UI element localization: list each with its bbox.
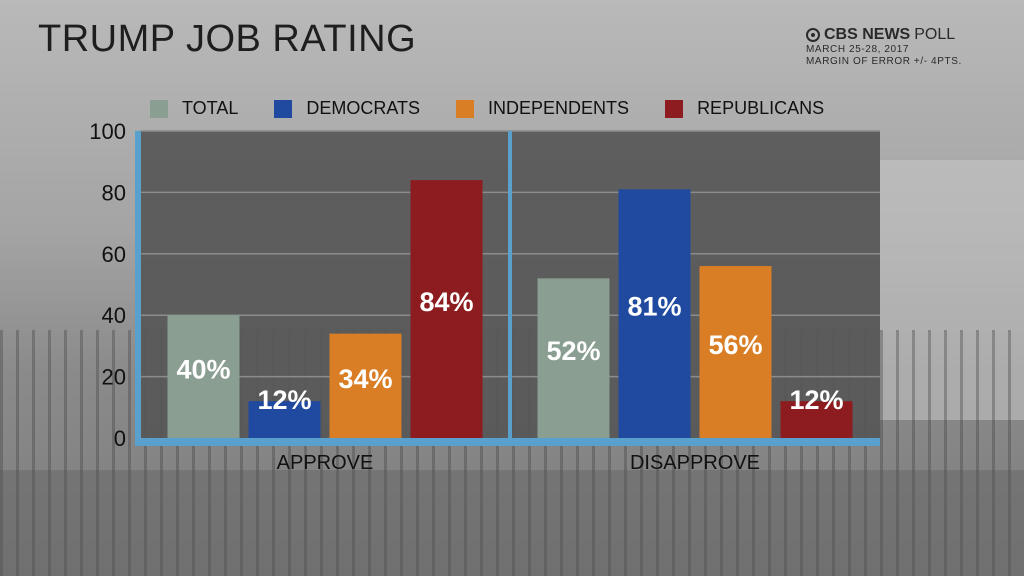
legend-item-democrats: DEMOCRATS xyxy=(274,98,420,119)
bar-total-approve xyxy=(167,315,240,438)
legend-item-independents: INDEPENDENTS xyxy=(456,98,629,119)
background-ground xyxy=(0,470,1024,576)
bar-democrats-approve xyxy=(248,401,321,438)
brand-name: CBS NEWS xyxy=(824,26,911,43)
bar-republicans-disapprove xyxy=(780,401,853,438)
chart-title: TRUMP JOB RATING xyxy=(38,18,417,60)
data-label: 12% xyxy=(257,385,311,415)
bar-republicans-approve xyxy=(410,180,483,438)
data-label: 56% xyxy=(708,330,762,360)
legend-label-republicans: REPUBLICANS xyxy=(697,98,825,118)
poll-source: CBS NEWS POLL MARCH 25-28, 2017 MARGIN O… xyxy=(806,26,962,68)
x-category-label: DISAPPROVE xyxy=(630,452,760,474)
legend-label-total: TOTAL xyxy=(182,98,239,118)
bar-independents-approve xyxy=(329,333,402,438)
background-building xyxy=(880,160,1024,420)
data-label: 34% xyxy=(338,364,392,394)
x-category-label: APPROVE xyxy=(277,452,374,474)
data-label: 40% xyxy=(176,355,230,385)
legend-swatch-independents xyxy=(456,99,475,118)
legend-label-democrats: DEMOCRATS xyxy=(306,98,421,118)
legend-item-total: TOTAL xyxy=(150,98,238,119)
legend-swatch-republicans xyxy=(665,99,684,118)
data-label: 84% xyxy=(419,287,473,317)
y-tick-label: 60 xyxy=(102,242,126,267)
legend-swatch-democrats xyxy=(274,99,293,118)
group-divider xyxy=(508,131,512,438)
y-axis xyxy=(135,131,141,446)
cbs-eye-icon xyxy=(806,28,820,42)
legend-label-independents: INDEPENDENTS xyxy=(488,98,630,118)
y-tick-label: 0 xyxy=(114,426,126,451)
bar-democrats-disapprove xyxy=(618,189,691,438)
legend: TOTAL DEMOCRATS INDEPENDENTS REPUBLICANS xyxy=(150,98,824,119)
legend-item-republicans: REPUBLICANS xyxy=(665,98,824,119)
legend-swatch-total xyxy=(150,99,168,118)
y-tick-label: 100 xyxy=(89,119,126,144)
data-label: 81% xyxy=(627,292,681,322)
y-tick-label: 20 xyxy=(102,365,126,390)
bar-total-disapprove xyxy=(537,278,610,438)
data-label: 12% xyxy=(789,385,843,415)
poll-brand: CBS NEWS POLL xyxy=(806,26,962,44)
data-label: 52% xyxy=(546,336,600,366)
poll-dates: MARCH 25-28, 2017 xyxy=(806,44,910,55)
poll-margin: MARGIN OF ERROR +/- 4PTS. xyxy=(806,56,962,67)
bar-independents-disapprove xyxy=(699,266,772,438)
y-tick-label: 40 xyxy=(102,303,126,328)
y-tick-label: 80 xyxy=(102,180,126,205)
x-axis xyxy=(135,438,880,446)
brand-suffix: POLL xyxy=(914,26,956,43)
